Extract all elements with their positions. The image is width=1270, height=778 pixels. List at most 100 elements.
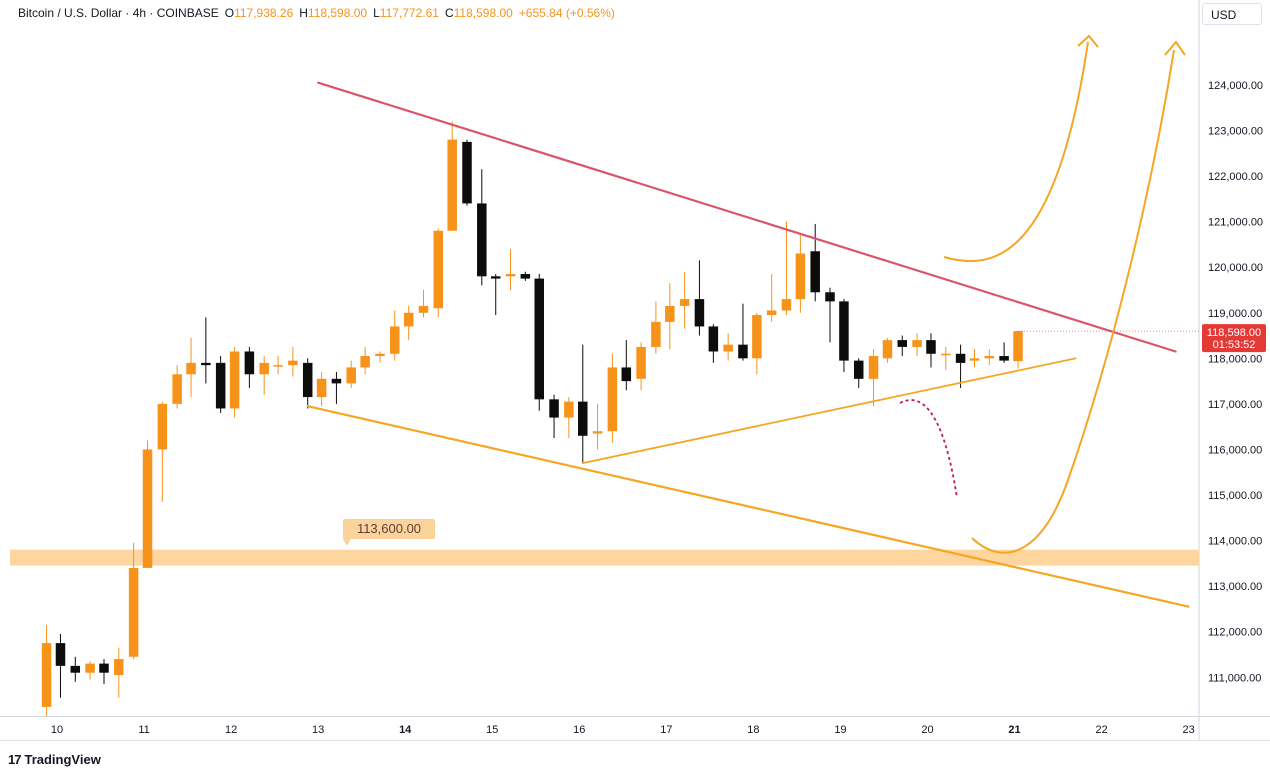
candle-body	[607, 367, 618, 432]
y-tick-label: 116,000.00	[1208, 444, 1262, 456]
y-tick-label: 124,000.00	[1208, 80, 1263, 92]
close-label: C	[444, 6, 454, 20]
low-label: L	[373, 6, 380, 20]
candle-body	[708, 326, 719, 352]
arrow-head-icon	[1164, 40, 1186, 56]
candle-body	[259, 362, 269, 375]
candle-body	[375, 353, 385, 357]
candle-body	[969, 358, 980, 361]
symbol-title: Bitcoin / U.S. Dollar · 4h · COINBASE	[18, 6, 219, 20]
candle-body	[941, 353, 951, 356]
currency-selector[interactable]: USD	[1202, 3, 1262, 25]
x-tick-label: 10	[51, 724, 63, 736]
brand-name: TradingView	[24, 752, 101, 767]
x-tick-label: 22	[1095, 724, 1107, 736]
x-tick-label: 17	[660, 724, 672, 736]
candle-body	[912, 340, 922, 347]
candle-body	[201, 362, 211, 366]
candle-body	[651, 321, 661, 347]
candle-body	[273, 365, 283, 367]
candle-body	[926, 340, 936, 354]
last-price-value: 118,598.00	[1207, 327, 1261, 339]
candle-body	[955, 353, 966, 363]
candle-body	[897, 340, 908, 347]
projection-arrow-upper	[943, 41, 1089, 263]
candle-body	[85, 663, 95, 673]
candle-body	[738, 344, 748, 359]
candle-body	[346, 367, 356, 384]
resistance-trendline	[317, 81, 1177, 353]
change-value: +655.84 (+0.56%)	[518, 6, 615, 20]
x-tick-label: 12	[225, 724, 237, 736]
candle-body	[723, 344, 733, 352]
candle-body	[636, 346, 646, 379]
x-tick-label: 20	[921, 724, 933, 736]
candle-body	[41, 643, 52, 707]
y-tick-label: 122,000.00	[1208, 171, 1263, 183]
candle-body	[882, 340, 893, 359]
candle-body	[795, 253, 806, 300]
candle-body	[853, 360, 864, 379]
candle-body	[55, 643, 66, 666]
candle-body	[157, 403, 168, 450]
x-tick-label: 23	[1183, 724, 1195, 736]
last-price-tag	[1202, 324, 1266, 353]
candle-body	[99, 663, 109, 673]
candle-body	[244, 351, 255, 375]
x-tick-label: 18	[747, 724, 759, 736]
y-tick-label: 119,000.00	[1208, 308, 1262, 320]
candle-body	[403, 312, 414, 327]
candle-body	[462, 141, 472, 204]
rising-support-trendline	[581, 357, 1077, 465]
candle-body	[752, 315, 762, 359]
candle-body	[215, 362, 226, 409]
candle-body	[534, 278, 545, 400]
candle-body	[114, 659, 124, 675]
candle-body	[694, 299, 705, 327]
candle-body	[1013, 331, 1023, 362]
x-tick-label: 16	[573, 724, 585, 736]
candle-body	[505, 274, 516, 277]
candle-body	[578, 401, 588, 436]
bar-countdown: 01:53:52	[1213, 339, 1256, 351]
y-tick-label: 118,000.00	[1208, 353, 1262, 365]
x-tick-label: 21	[1008, 724, 1020, 736]
dotted-drop-path	[899, 399, 958, 499]
y-tick-label: 117,000.00	[1208, 399, 1262, 411]
candle-body	[229, 351, 240, 409]
x-tick-label: 14	[399, 724, 412, 736]
candle-body	[186, 362, 196, 375]
candle-body	[433, 230, 444, 309]
x-tick-label: 13	[312, 724, 324, 736]
zone-price-label: 113,600.00	[357, 521, 421, 536]
candle-body	[128, 567, 139, 657]
open-value: 117,938.26	[234, 6, 294, 20]
arrow-head-icon	[1077, 34, 1099, 48]
x-tick-label: 19	[834, 724, 846, 736]
y-tick-label: 112,000.00	[1208, 627, 1262, 639]
y-tick-label: 114,000.00	[1208, 536, 1262, 548]
y-tick-label: 111,000.00	[1208, 672, 1261, 684]
candle-body	[665, 305, 675, 322]
candle-body	[621, 367, 632, 382]
y-tick-label: 121,000.00	[1208, 217, 1263, 229]
high-value: 118,598.00	[307, 6, 368, 20]
candle-body	[549, 399, 559, 418]
candle-body	[868, 356, 879, 379]
candle-body	[331, 378, 342, 384]
candle-body	[447, 139, 457, 231]
tradingview-brand[interactable]: 17 TradingView	[8, 752, 101, 767]
candle-body	[390, 326, 400, 354]
candle-body	[142, 449, 153, 568]
candle-body	[302, 362, 313, 398]
tradingview-logo-icon: 17	[8, 752, 22, 767]
candle-body	[418, 305, 429, 313]
y-tick-label: 113,000.00	[1208, 581, 1262, 593]
candle-body	[781, 299, 792, 311]
candle-body	[316, 378, 327, 398]
candle-body	[288, 360, 298, 366]
symbol-header: Bitcoin / U.S. Dollar · 4h · COINBASE O11…	[18, 6, 615, 20]
lower-channel-trendline	[306, 405, 1190, 608]
support-zone	[10, 549, 1199, 566]
